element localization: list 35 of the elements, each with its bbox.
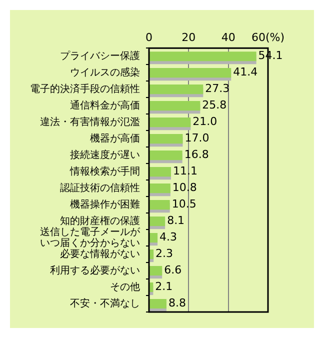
y-tick-label: 認証技術の信頼性	[60, 182, 140, 194]
y-tick-label: 機器が高価	[90, 132, 140, 144]
data-label: 6.6	[164, 264, 182, 277]
y-tick-label: 情報検索が手間	[69, 165, 140, 178]
data-label: 8.8	[168, 296, 186, 310]
data-label: 21.0	[192, 115, 218, 128]
data-label: 10.8	[172, 181, 197, 194]
data-label: 27.3	[205, 82, 230, 96]
data-label: 10.5	[172, 198, 196, 211]
y-tick-label: 機器操作が困難	[70, 198, 140, 210]
data-label: 25.8	[202, 98, 227, 112]
y-tick-label: 違法・有害情報が氾濫	[40, 116, 140, 128]
y-tick-label: 通信料金が高価	[70, 99, 140, 112]
y-tick-label: プライバシー保護	[60, 50, 140, 62]
x-tick-label: 20	[182, 30, 196, 44]
y-tick-label: その他	[110, 280, 140, 293]
y-tick-label: 知的財産権の保護	[60, 214, 140, 227]
data-label: 11.1	[173, 164, 198, 178]
y-tick-label: 送信した電子メールがいつ届くか分からない	[40, 226, 141, 249]
data-label: 2.3	[156, 247, 174, 260]
x-tick-label: 60(%)	[251, 30, 285, 44]
y-tick-label: 不安・不満なし	[70, 297, 140, 310]
data-label: 41.4	[233, 66, 258, 79]
y-tick-label: 電子的決済手段の信頼性	[30, 82, 140, 95]
data-label: 2.1	[155, 280, 173, 294]
data-label: 17.0	[184, 132, 210, 145]
y-tick-label: 必要な情報がない	[60, 248, 140, 260]
x-tick-label: 0	[146, 30, 152, 44]
x-tick-label: 40	[221, 30, 236, 44]
y-tick-label: 利用する必要がない	[50, 264, 140, 276]
y-tick-label: ウイルスの感染	[70, 66, 140, 78]
data-label: 8.1	[167, 214, 185, 228]
data-label: 16.8	[184, 148, 209, 162]
data-label: 4.3	[160, 230, 178, 244]
y-tick-label: 接続速度が遅い	[70, 148, 140, 161]
